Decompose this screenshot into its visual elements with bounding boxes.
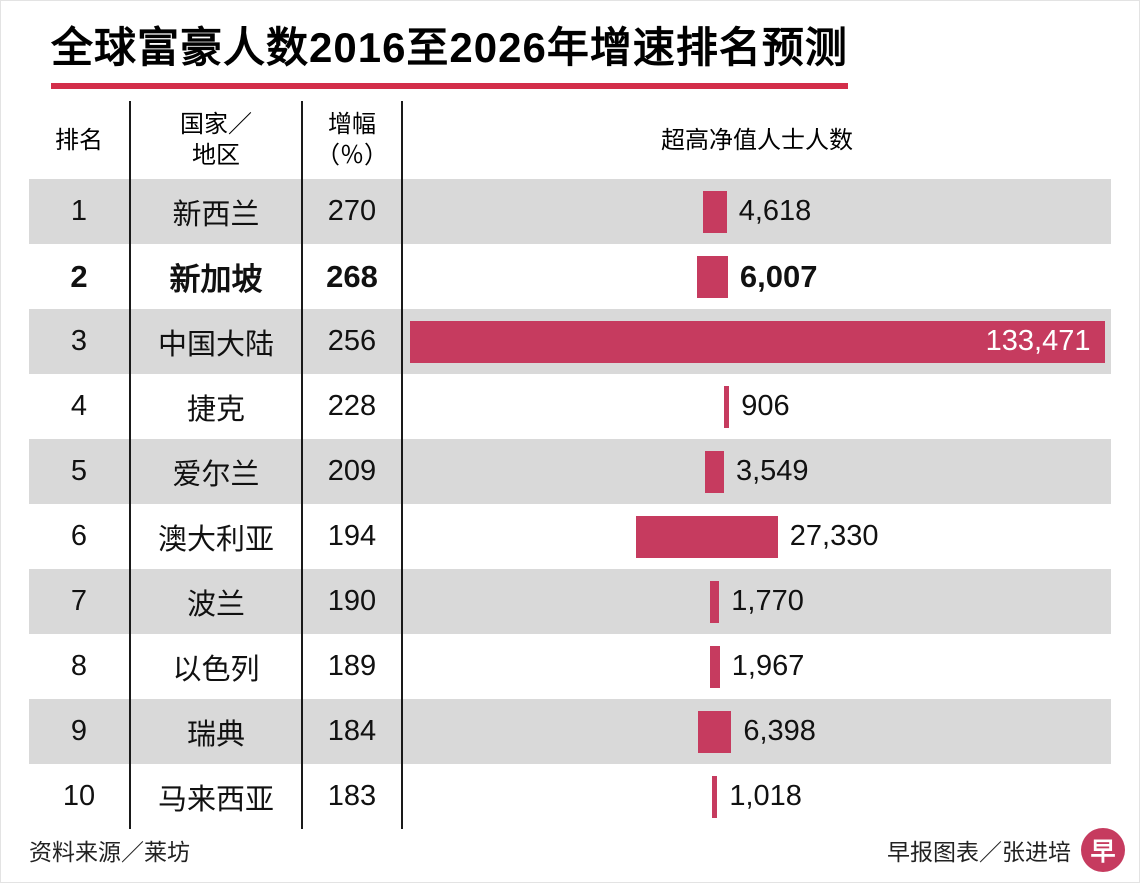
bar-value-label: 133,471 [985,325,1091,358]
bar-value-label: 1,770 [731,585,804,618]
bar-value-label: 906 [741,390,790,423]
bar-value-label: 3,549 [735,455,809,488]
bar-cell: 6,007 [403,244,1111,309]
growth-cell: 194 [303,504,403,570]
bar [712,775,718,818]
bar-value-label: 6,398 [743,715,816,748]
country-cell: 以色列 [131,634,303,700]
header-rank: 排名 [29,101,131,180]
bar-cell: 4,618 [403,179,1111,244]
bar [705,450,724,493]
bar-value-label: 6,007 [739,258,818,294]
growth-cell: 184 [303,699,403,765]
bar-cell: 6,398 [403,699,1111,764]
table-row: 2 新加坡 268 6,007 [29,244,1111,310]
country-cell: 捷克 [131,374,303,440]
bar-cell: 133,471 [403,309,1111,374]
rank-cell: 4 [29,374,131,440]
chart-credit: 早报图表／张进培 [887,839,1071,865]
country-cell: 澳大利亚 [131,504,303,570]
rank-cell: 1 [29,179,131,245]
country-cell: 新加坡 [131,244,303,310]
growth-cell: 183 [303,764,403,830]
table-row: 4 捷克 228 906 [29,374,1111,440]
bar-value-label: 4,618 [738,195,812,228]
rank-cell: 2 [29,244,131,310]
country-cell: 瑞典 [131,699,303,765]
bar [709,645,720,688]
rank-cell: 7 [29,569,131,635]
growth-cell: 228 [303,374,403,440]
footer-right: 早报图表／张进培 早 [887,828,1125,872]
footer: 资料来源／莱坊 早报图表／张进培 早 [29,828,1125,872]
table-header: 排名 国家／ 地区 增幅 （％） 超高净值人士人数 [29,101,1111,180]
rank-cell: 10 [29,764,131,830]
bar-cell: 1,018 [403,764,1111,829]
country-cell: 爱尔兰 [131,439,303,505]
bar-value-label: 1,967 [731,650,805,683]
ranking-table: 排名 国家／ 地区 增幅 （％） 超高净值人士人数 1 新西兰 270 4,61… [29,101,1111,830]
growth-cell: 270 [303,179,403,245]
table-row: 8 以色列 189 1,967 [29,634,1111,700]
logo-character: 早 [1090,838,1116,866]
rank-cell: 9 [29,699,131,765]
country-cell: 新西兰 [131,179,303,245]
bar [698,710,732,753]
table-row: 6 澳大利亚 194 27,330 [29,504,1111,570]
growth-cell: 190 [303,569,403,635]
table-row: 9 瑞典 184 6,398 [29,699,1111,765]
table-row: 1 新西兰 270 4,618 [29,179,1111,245]
bar [724,385,730,428]
bar [710,580,720,623]
growth-cell: 209 [303,439,403,505]
country-cell: 波兰 [131,569,303,635]
header-growth: 增幅 （％） [303,101,403,180]
bar [696,255,728,298]
header-country: 国家／ 地区 [131,101,303,180]
rank-cell: 8 [29,634,131,700]
bar-value-label: 1,018 [729,780,802,813]
bar: 133,471 [409,320,1105,363]
bar-cell: 3,549 [403,439,1111,504]
table-row: 3 中国大陆 256 133,471 [29,309,1111,375]
rank-cell: 5 [29,439,131,505]
table-row: 5 爱尔兰 209 3,549 [29,439,1111,505]
header-value: 超高净值人士人数 [661,126,853,154]
growth-cell: 189 [303,634,403,700]
country-cell: 中国大陆 [131,309,303,375]
bar-cell: 27,330 [403,504,1111,569]
country-cell: 马来西亚 [131,764,303,830]
title-wrap: 全球富豪人数2016至2026年增速排名预测 [1,1,1139,90]
growth-cell: 268 [303,244,403,310]
table-row: 7 波兰 190 1,770 [29,569,1111,635]
growth-cell: 256 [303,309,403,375]
rank-cell: 3 [29,309,131,375]
source-credit: 资料来源／莱坊 [29,839,190,865]
chart-title: 全球富豪人数2016至2026年增速排名预测 [51,24,848,90]
bar-value-label: 27,330 [789,520,879,553]
rank-cell: 6 [29,504,131,570]
table-body: 1 新西兰 270 4,618 2 新加坡 268 6,007 3 中国大陆 2… [29,179,1111,830]
bar-cell: 1,967 [403,634,1111,699]
bar [702,190,727,233]
bar-cell: 1,770 [403,569,1111,634]
bar-cell: 906 [403,374,1111,439]
zaobao-logo: 早 [1081,828,1125,872]
bar [635,515,778,558]
table-row: 10 马来西亚 183 1,018 [29,764,1111,830]
